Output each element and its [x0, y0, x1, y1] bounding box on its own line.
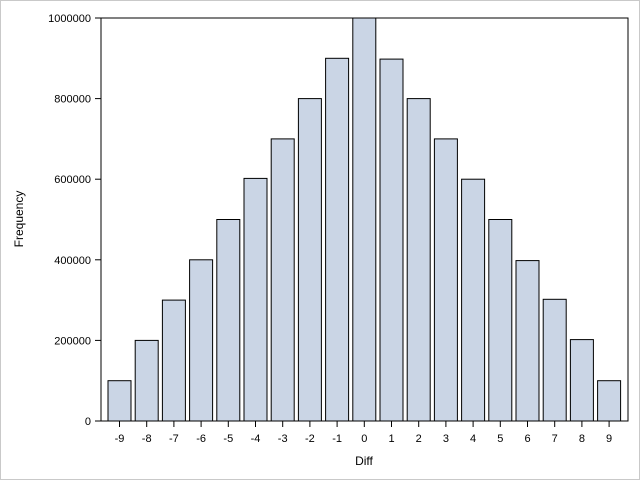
y-tick-label: 600000	[54, 174, 91, 186]
y-tick-label: 200000	[54, 335, 91, 347]
bar	[515, 260, 540, 422]
bar	[542, 298, 567, 422]
bar	[297, 98, 322, 422]
bar	[406, 98, 431, 422]
x-tick-label: 7	[552, 433, 558, 445]
bar	[216, 219, 241, 422]
x-tick-label: -6	[196, 433, 206, 445]
bar	[379, 58, 404, 422]
x-tick-label: -1	[332, 433, 342, 445]
bar	[243, 177, 268, 422]
x-tick-label: -2	[305, 433, 315, 445]
x-axis: -9 -8 -7 -6 -5 -4 -3 -2 -1 0 1 2 3 4 5 6 7 8 9	[115, 421, 612, 445]
bar	[352, 17, 377, 422]
x-tick-label: 6	[524, 433, 530, 445]
y-axis: 0 200000 400000 600000 800000 1000000	[48, 13, 101, 428]
x-tick-label: 9	[606, 433, 612, 445]
bar	[488, 219, 513, 422]
x-tick-label: 2	[416, 433, 422, 445]
x-tick-label: -3	[278, 433, 288, 445]
x-tick-label: 5	[497, 433, 503, 445]
y-axis-label: Frequency	[12, 191, 26, 248]
y-tick-label: 1000000	[48, 13, 91, 25]
y-tick-label: 400000	[54, 255, 91, 267]
bar	[107, 380, 132, 422]
x-tick-label: -7	[169, 433, 179, 445]
x-axis-label: Diff	[355, 454, 373, 468]
x-tick-label: -4	[251, 433, 261, 445]
x-tick-label: -9	[115, 433, 125, 445]
y-tick-label: 0	[85, 416, 91, 428]
x-tick-label: -5	[223, 433, 233, 445]
bar	[270, 138, 295, 422]
bar	[433, 138, 458, 422]
x-tick-label: 3	[443, 433, 449, 445]
bar	[597, 380, 622, 422]
x-tick-label: 0	[361, 433, 367, 445]
bar-series	[107, 17, 622, 422]
x-tick-label: 4	[470, 433, 476, 445]
bar	[569, 339, 594, 422]
bar	[325, 57, 350, 422]
x-tick-label: 1	[388, 433, 394, 445]
x-tick-label: -8	[142, 433, 152, 445]
bar	[134, 339, 159, 422]
bar	[161, 299, 186, 422]
y-tick-label: 800000	[54, 94, 91, 106]
bar	[189, 259, 214, 422]
x-tick-label: 8	[579, 433, 585, 445]
bar	[461, 178, 486, 422]
